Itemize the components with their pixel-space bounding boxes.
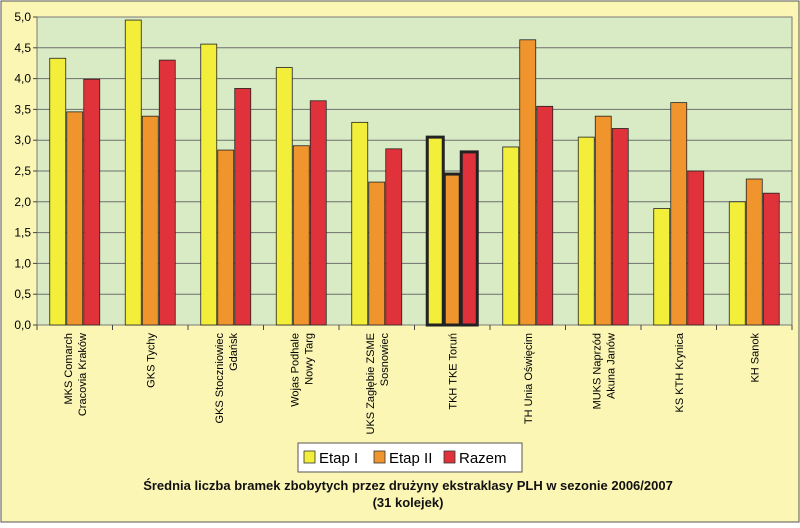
- x-tick-label-line: Akuna Janów: [605, 333, 617, 399]
- y-tick-label: 0,0: [14, 318, 31, 332]
- legend: Etap I Etap II Razem: [297, 442, 523, 473]
- bar: [536, 105, 554, 326]
- bar: [670, 102, 688, 326]
- bar: [217, 149, 235, 326]
- x-tick-label-line: KS KTH Krynica: [674, 332, 686, 412]
- x-tick-label-line: GKS Stoczniowiec: [214, 333, 226, 424]
- bar: [745, 178, 763, 326]
- legend-label-razem: Razem: [459, 450, 507, 467]
- bar: [653, 208, 671, 326]
- x-axis-labels: MKS Comarch Cracovia Kraków GKS Tychy GKS S…: [36, 325, 793, 435]
- bar: [351, 121, 369, 326]
- x-tick-label: UKS Zagłębie ZSME Sosnowiec: [365, 333, 391, 435]
- y-tick-label: 3,5: [14, 102, 31, 116]
- bar: [158, 59, 176, 326]
- x-tick-label: TH Unia Oświęcim: [523, 333, 535, 424]
- bar: [385, 148, 403, 326]
- legend-swatch-razem: [443, 450, 456, 464]
- y-tick-label: 2,5: [14, 164, 31, 178]
- bar: [687, 170, 705, 326]
- x-tick-label: Wojas Podhale Nowy Targ: [289, 333, 315, 407]
- bars: [49, 19, 780, 327]
- legend-label-etap-1: Etap I: [319, 450, 358, 467]
- bar: [200, 43, 218, 326]
- x-tick-label-line: Wojas Podhale: [289, 333, 301, 407]
- x-tick-label: KH Sanok: [749, 333, 761, 383]
- chart-subtitle: (31 kolejek): [373, 495, 444, 510]
- x-tick-label-line: MUKS Naprzód: [591, 333, 603, 409]
- bar: [762, 192, 780, 326]
- bar: [49, 57, 67, 326]
- bar: [459, 150, 479, 327]
- y-tick-label: 2,0: [14, 195, 31, 209]
- bar: [275, 67, 293, 326]
- y-tick-label: 3,0: [14, 133, 31, 147]
- y-tick-label: 4,5: [14, 41, 31, 55]
- y-tick-label: 0,5: [14, 287, 31, 301]
- x-tick-label-line: Cracovia Kraków: [77, 333, 89, 416]
- legend-box: [297, 442, 523, 473]
- bar: [234, 88, 252, 326]
- bar: [66, 111, 84, 326]
- x-tick-label-line: Gdańsk: [228, 333, 240, 371]
- bar: [309, 100, 327, 326]
- y-tick-label: 1,0: [14, 256, 31, 270]
- x-tick-label: KS KTH Krynica: [674, 332, 686, 412]
- x-tick-label-line: TH Unia Oświęcim: [523, 333, 535, 424]
- x-tick-label-line: MKS Comarch: [63, 333, 75, 405]
- x-tick-label: GKS Tychy: [145, 333, 157, 388]
- bar: [425, 135, 445, 327]
- bar: [124, 19, 142, 326]
- y-tick-label: 4,0: [14, 72, 31, 86]
- bar: [594, 115, 612, 326]
- bar: [83, 78, 101, 326]
- x-tick-label-line: KH Sanok: [749, 333, 761, 383]
- bar: [611, 128, 629, 326]
- y-tick-label: 1,5: [14, 226, 31, 240]
- bar: [442, 172, 462, 327]
- bar: [577, 136, 595, 326]
- bar: [502, 146, 520, 326]
- x-tick-label-line: TKH TKE Toruń: [447, 333, 459, 410]
- legend-label-etap-2: Etap II: [389, 450, 432, 467]
- legend-swatch-etap-2: [373, 450, 386, 464]
- bar: [519, 39, 537, 326]
- x-tick-label-line: Nowy Targ: [303, 333, 315, 385]
- bar: [141, 115, 159, 326]
- x-tick-label: TKH TKE Toruń: [447, 333, 459, 410]
- chart-title: Średnia liczba bramek zbobytych przez dr…: [143, 478, 673, 493]
- bar: [292, 145, 310, 326]
- legend-swatch-etap-1: [303, 450, 316, 464]
- x-tick-label-line: UKS Zagłębie ZSME: [365, 333, 377, 434]
- bar: [368, 181, 386, 326]
- bar: [728, 201, 746, 326]
- x-tick-label-line: GKS Tychy: [145, 333, 157, 388]
- x-tick-label: MUKS Naprzód Akuna Janów: [591, 333, 617, 409]
- y-axis-ticks: 0,0 0,5 1,0 1,5 2,0 2,5 3,0 3,5 4,0 4,5 5,0: [14, 10, 37, 332]
- x-tick-label: GKS Stoczniowiec Gdańsk: [214, 333, 240, 424]
- y-tick-label: 5,0: [14, 10, 31, 24]
- x-tick-label-line: Sosnowiec: [379, 333, 391, 387]
- x-tick-label: MKS Comarch Cracovia Kraków: [63, 333, 89, 416]
